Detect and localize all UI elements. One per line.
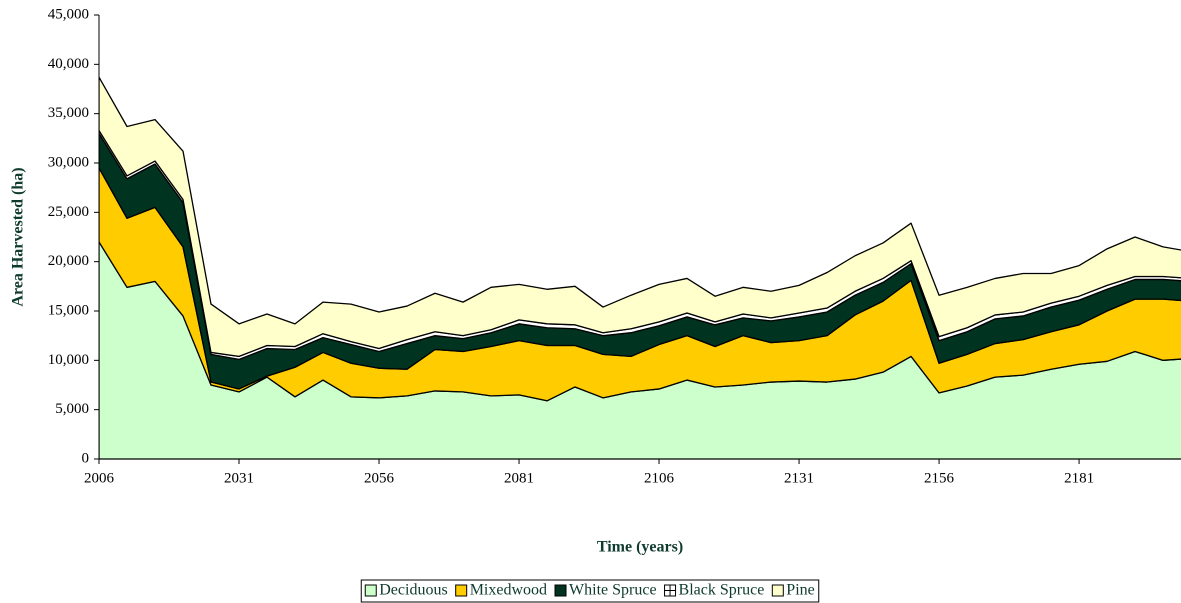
y-tick-label: 15,000 bbox=[48, 302, 89, 318]
y-tick-label: 45,000 bbox=[48, 6, 89, 22]
legend-label: White Spruce bbox=[569, 582, 657, 599]
legend-swatch bbox=[554, 584, 567, 597]
x-tick-label: 2181 bbox=[1064, 470, 1094, 486]
y-tick-label: 40,000 bbox=[48, 56, 89, 72]
y-tick-label: 20,000 bbox=[48, 253, 89, 269]
y-tick-label: 10,000 bbox=[48, 352, 89, 368]
legend-label: Mixedwood bbox=[470, 582, 547, 599]
legend-label: Deciduous bbox=[379, 582, 447, 599]
y-axis-title: Area Harvested (ha) bbox=[10, 167, 27, 306]
legend-swatch bbox=[771, 584, 784, 597]
x-tick-label: 2006 bbox=[84, 470, 115, 486]
x-tick-label: 2056 bbox=[364, 470, 395, 486]
x-tick-label: 2156 bbox=[924, 470, 955, 486]
legend-label: Pine bbox=[786, 582, 814, 599]
x-tick-label: 2081 bbox=[504, 470, 534, 486]
legend-box bbox=[360, 579, 820, 603]
x-tick-label: 2131 bbox=[784, 470, 814, 486]
y-tick-label: 0 bbox=[82, 450, 90, 466]
legend-swatch bbox=[364, 584, 377, 597]
x-tick-label: 2106 bbox=[644, 470, 675, 486]
legend-label: Black Spruce bbox=[679, 582, 765, 599]
x-axis-title: Time (years) bbox=[597, 539, 683, 556]
y-tick-label: 30,000 bbox=[48, 154, 89, 170]
y-tick-label: 35,000 bbox=[48, 105, 89, 121]
plot-area bbox=[99, 76, 1181, 460]
x-tick-label: 2031 bbox=[224, 470, 254, 486]
legend: Deciduous Mixedwood White Spruce Black Spru… bbox=[360, 579, 820, 603]
legend-swatch bbox=[455, 584, 468, 597]
area bbox=[99, 76, 1181, 358]
y-tick-label: 25,000 bbox=[48, 204, 89, 220]
y-tick-label: 5,000 bbox=[55, 401, 89, 417]
